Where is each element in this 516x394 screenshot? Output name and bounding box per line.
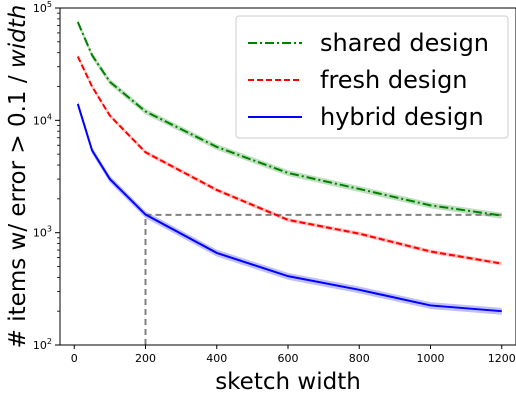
- legend-label-1: fresh design: [320, 66, 468, 94]
- y-tick-label: 104: [33, 112, 52, 127]
- y-axis-label-emphasis: width: [5, 5, 31, 68]
- x-axis: 0 200 400 600 800 1000 1200: [71, 345, 516, 365]
- series-band-0: [77, 19, 502, 219]
- y-axis-label-prefix: # items w/ error > 0.1 /: [5, 68, 31, 348]
- x-tick-label: 800: [349, 352, 370, 365]
- x-tick-label: 1200: [488, 352, 516, 365]
- y-tick-label: 105: [33, 0, 52, 15]
- x-tick-label: 400: [206, 352, 227, 365]
- series-line-0: [76, 21, 502, 217]
- y-tick-label: 103: [33, 225, 52, 240]
- legend-box: [235, 15, 509, 139]
- x-tick-label: 600: [278, 352, 299, 365]
- legend-label-0: shared design: [320, 29, 489, 57]
- series-line-1: [76, 56, 502, 265]
- x-tick-label: 0: [71, 352, 78, 365]
- series-lines: [76, 21, 502, 313]
- y-tick-label: 102: [33, 337, 52, 352]
- y-axis: 102 103 104 105: [33, 0, 60, 352]
- legend: shared design fresh design hybrid design: [235, 15, 509, 139]
- series-line-2: [76, 103, 502, 313]
- y-axis-label: # items w/ error > 0.1 / width: [5, 5, 31, 349]
- reference-lines: [144, 213, 502, 345]
- x-tick-label: 1000: [417, 352, 445, 365]
- series-band-1: [77, 54, 502, 266]
- legend-label-2: hybrid design: [320, 103, 484, 131]
- x-tick-label: 200: [135, 352, 156, 365]
- x-axis-label: sketch width: [215, 369, 361, 394]
- confidence-bands: [77, 19, 502, 315]
